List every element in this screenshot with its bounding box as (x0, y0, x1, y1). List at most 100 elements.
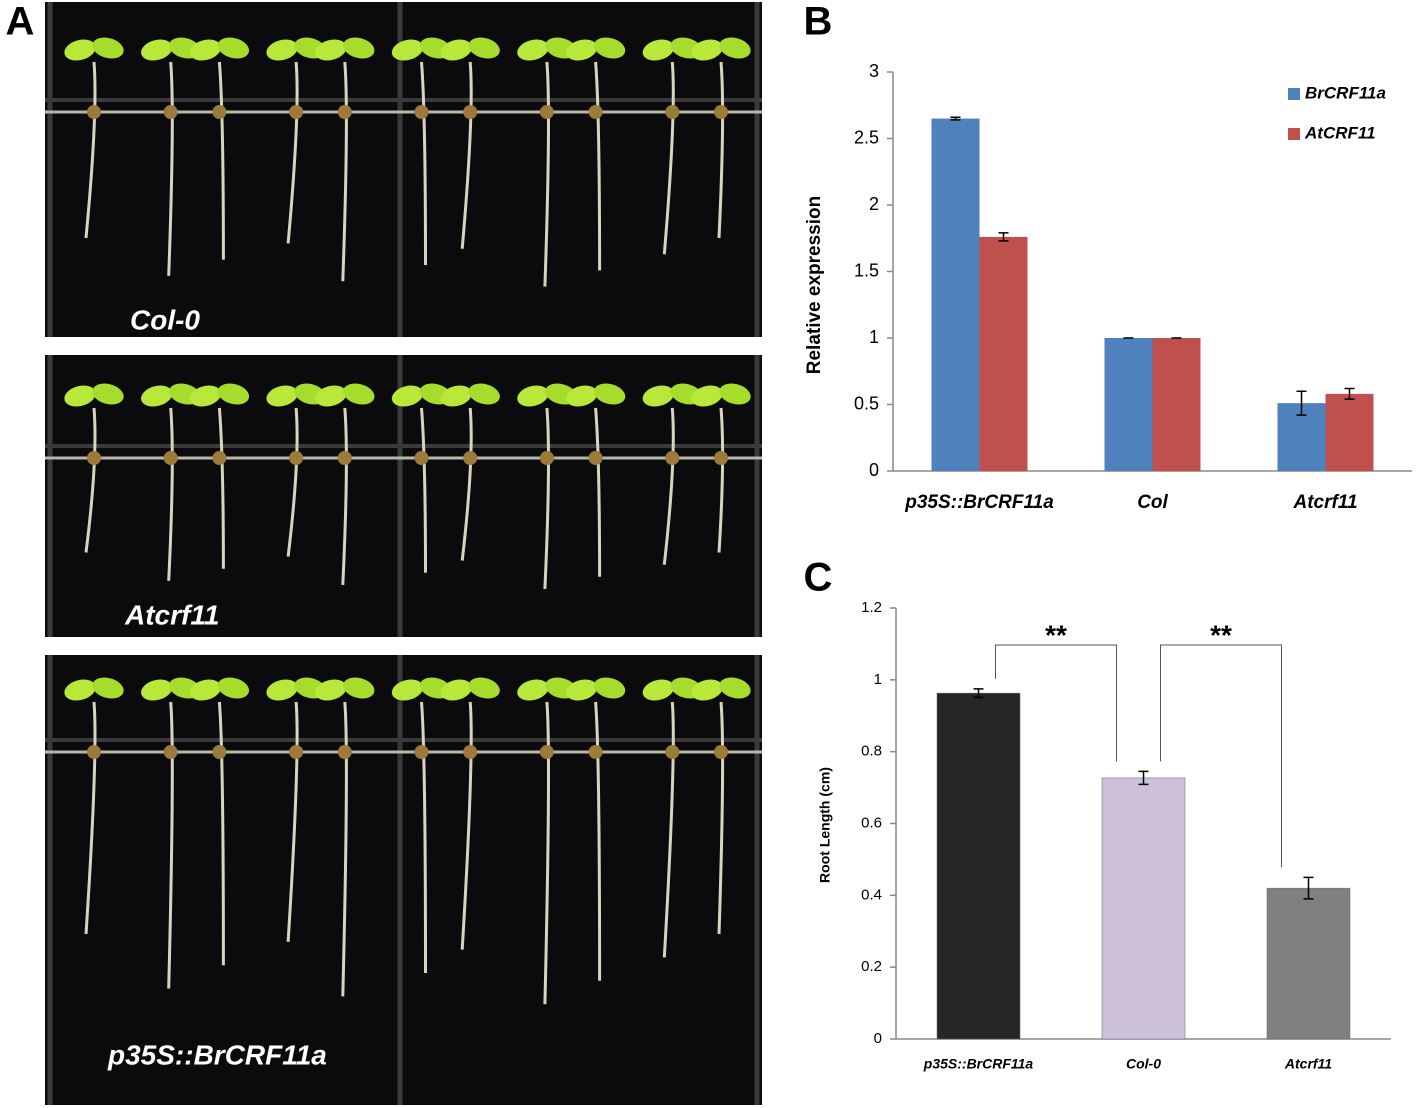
cotyledon (642, 385, 674, 407)
y-tick-label: 1 (874, 671, 882, 688)
cotyledon (593, 383, 626, 405)
root (84, 407, 97, 553)
root (594, 701, 602, 981)
bar (1266, 887, 1351, 1040)
y-tick-label: 0 (874, 1030, 882, 1047)
significance-label: ** (1045, 619, 1067, 650)
seed (289, 745, 304, 759)
significance-bracket (1160, 644, 1282, 868)
cotyledon (92, 383, 124, 405)
seed (665, 451, 680, 465)
cotyledon (391, 679, 424, 701)
seed (87, 745, 101, 759)
legend-swatch (1288, 128, 1300, 140)
root (420, 407, 427, 573)
y-tick-label: 2.5 (854, 127, 879, 147)
y-tick-label: 2 (869, 194, 879, 214)
x-tick-label: p35S::BrCRF11a (923, 1056, 1034, 1072)
root (543, 701, 550, 1005)
root (167, 701, 174, 989)
root (286, 407, 299, 557)
root (543, 61, 550, 287)
cotyledon (343, 383, 375, 405)
root (662, 407, 675, 565)
y-tick-label: 3 (869, 61, 879, 81)
bar (1104, 338, 1153, 471)
cotyledon (189, 39, 222, 61)
cotyledon (92, 37, 124, 59)
bar (1152, 338, 1201, 471)
cotyledon (642, 679, 674, 701)
cotyledon (440, 385, 472, 407)
seed (539, 745, 554, 759)
root (460, 61, 473, 249)
seed (337, 745, 352, 759)
y-axis-title: Relative expression (804, 196, 825, 374)
seed (463, 745, 478, 759)
cotyledon (593, 677, 626, 699)
cotyledon (217, 37, 250, 59)
cotyledon (468, 677, 500, 699)
root (543, 407, 550, 590)
error-bar (1296, 390, 1307, 416)
seed (539, 451, 554, 465)
y-tick-label: 0.4 (861, 886, 882, 903)
cotyledon (468, 37, 500, 59)
cotyledon (440, 39, 472, 61)
photo-label: Col-0 (130, 304, 200, 335)
root (286, 61, 299, 244)
seed (714, 451, 728, 465)
seed (539, 105, 554, 119)
panel-label: C (804, 556, 833, 600)
root (217, 701, 225, 966)
root (341, 701, 348, 997)
cotyledon (315, 39, 347, 61)
error-bar (950, 116, 961, 121)
seed (337, 105, 352, 119)
cotyledon (343, 37, 375, 59)
x-tick-label: Col-0 (1126, 1056, 1161, 1072)
root (594, 407, 602, 577)
seed (87, 105, 101, 119)
cotyledon (691, 39, 723, 61)
panel-label: B (804, 0, 833, 44)
seed (414, 451, 429, 465)
seed (714, 745, 728, 759)
y-axis-title: Root Length (cm) (817, 767, 833, 883)
cotyledon (266, 679, 298, 701)
root (286, 701, 299, 942)
cotyledon (189, 679, 222, 701)
seed (163, 451, 178, 465)
root (420, 61, 427, 266)
seed (163, 105, 178, 119)
root (717, 701, 725, 935)
y-tick-label: 0.2 (861, 958, 882, 975)
significance-bracket (995, 644, 1117, 762)
cotyledon (719, 677, 751, 699)
cotyledon (217, 677, 250, 699)
x-tick-label: Atcrf11 (1284, 1056, 1332, 1072)
cotyledon (691, 385, 723, 407)
significance-label: ** (1210, 619, 1232, 650)
cotyledon (266, 385, 298, 407)
seed (588, 451, 603, 465)
seed (588, 105, 603, 119)
error-bar (998, 232, 1009, 242)
cotyledon (315, 385, 347, 407)
seed (714, 105, 728, 119)
y-tick-label: 0.6 (861, 814, 882, 831)
error-bar (1138, 770, 1149, 786)
cotyledon (141, 39, 173, 61)
cotyledon (691, 679, 723, 701)
cotyledon (517, 39, 549, 61)
seed (289, 451, 304, 465)
cotyledon (391, 385, 424, 407)
cotyledon (565, 39, 598, 61)
cotyledon (64, 679, 96, 701)
root (167, 407, 174, 581)
cotyledon (343, 677, 375, 699)
cotyledon (315, 679, 347, 701)
cotyledon (440, 679, 472, 701)
